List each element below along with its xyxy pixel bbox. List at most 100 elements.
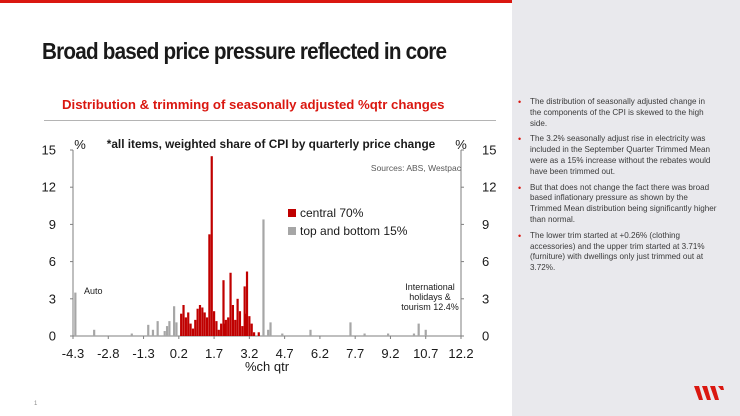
tail-bar [269,322,272,336]
central-bar [252,332,256,336]
chart-subtitle: Distribution & trimming of seasonally ad… [62,97,445,112]
tail-bar [168,321,171,336]
x-axis-label: %ch qtr [245,359,290,374]
bullet-dot-icon: • [518,230,522,241]
price-distribution-chart: 0 0 3 3 6 6 9 9 12 12 15 15 -4.3 -2.8 -1.3 0.2 1.7 3.2 4.7… [42,137,497,374]
y-axis-unit-right: % [455,137,467,152]
central-bar [257,332,260,336]
central-bar [227,317,230,336]
bullet-dot-icon: • [518,97,522,107]
central-bar [236,298,239,336]
x-tick-label: -2.8 [97,346,119,361]
central-bar [208,234,211,336]
tail-bar [417,323,420,336]
bullet-item: • The lower trim started at +0.26% (cloth… [518,230,705,273]
central-bar [210,156,213,336]
central-bar [224,319,227,336]
central-bar [191,328,195,336]
tail-bar [165,326,169,336]
annotation-auto: Auto [84,286,103,296]
x-tick-label: 0.2 [170,346,188,361]
annotation-international-line3: tourism 12.4% [401,302,459,312]
subtitle-rule [44,120,496,121]
central-bar [189,323,192,336]
x-tick-label: 12.2 [448,346,473,361]
y-tick-label-left: 0 [49,329,56,344]
chart-axes [70,149,464,339]
tail-bar [309,329,312,336]
tail-bar [363,333,366,336]
y-tick-label-left: 12 [42,180,56,195]
x-tick-label: 10.7 [413,346,438,361]
bullet-item: • The 3.2% seasonally adjust rise in elec… [518,134,711,176]
central-bar [234,319,237,336]
tail-bar [424,329,427,336]
tail-bar [156,321,159,336]
commentary-bullets: • The distribution of seasonally adjusted… [518,97,718,279]
x-tick-label: 3.2 [240,346,258,361]
x-tick-label: 6.2 [311,346,329,361]
y-tick-label-left: 9 [49,217,56,232]
central-bar [238,311,242,336]
legend-swatch-tails [288,227,296,235]
bullet-item: • The distribution of seasonally adjusted… [518,97,706,128]
y-tick-label-right: 3 [482,291,489,306]
y-tick-label-right: 9 [482,217,489,232]
central-bar [180,313,183,336]
tail-bar [173,306,176,336]
x-tick-label: 1.7 [205,346,223,361]
chart-title: *all items, weighted share of CPI by qua… [107,137,436,151]
tail-bar [262,219,265,336]
y-tick-label-left: 15 [42,143,56,158]
y-tick-label-right: 15 [482,143,496,158]
tail-bar [412,333,416,336]
x-tick-label: 7.7 [346,346,364,361]
central-bar [222,280,225,336]
slide-title: Broad based price pressure reflected in … [42,38,447,64]
chart-bars [74,156,427,336]
central-bar [182,305,185,336]
legend-swatch-central [288,209,296,217]
annotation-international-line2: holidays & [409,292,451,302]
central-bar [198,305,202,336]
bullet-item: • But that does not change the fact there… [518,182,717,224]
y-tick-label-left: 6 [49,254,56,269]
central-bar [194,319,197,336]
central-bar [250,323,253,336]
central-bar [203,312,206,336]
y-tick-label-right: 0 [482,329,489,344]
annotation-international-line1: International [405,282,455,292]
tail-bar [74,292,77,336]
tail-bar [281,333,284,336]
y-tick-label-right: 6 [482,254,489,269]
tail-bar [163,331,166,336]
central-bar [231,305,235,336]
central-bar [215,321,218,336]
chart-source: Sources: ABS, Westpac [371,163,462,173]
y-axis-unit-left: % [74,137,86,152]
y-tick-label-right: 12 [482,180,496,195]
tail-bar [267,329,270,336]
tail-bar [175,322,178,336]
tail-bar [151,329,155,336]
y-tick-label-left: 3 [49,291,56,306]
central-bar [229,272,232,336]
tail-bar [387,333,390,336]
central-bar [212,311,216,336]
central-bar [248,316,251,336]
tail-bar [93,329,96,336]
central-bar [196,308,199,336]
legend-label-central: central 70% [300,206,364,220]
central-bar [205,317,209,336]
central-bar [223,323,226,336]
central-bar [245,271,249,336]
chart-tick-labels: 0 0 3 3 6 6 9 9 12 12 15 15 -4.3 -2.8 -1.3 0.2 1.7 3.2 4.7… [42,143,497,362]
page-number: 1 [34,401,38,407]
central-bar [244,313,247,336]
westpac-w-logo-icon [694,386,724,400]
bullet-dot-icon: • [518,182,522,193]
x-tick-label: 9.2 [381,346,399,361]
central-bar [201,307,204,336]
central-bar [184,317,187,336]
bullet-dot-icon: • [518,134,522,145]
